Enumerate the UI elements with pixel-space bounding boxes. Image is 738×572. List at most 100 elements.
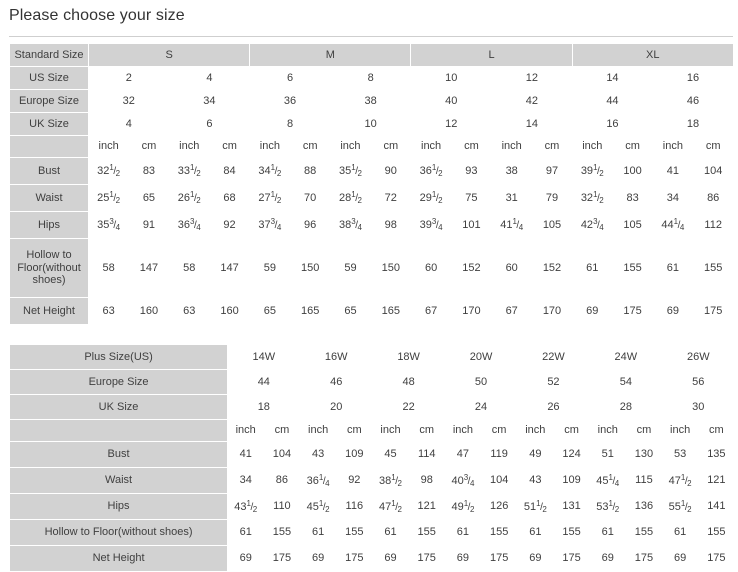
hips-cm: 116 [335, 493, 373, 520]
net-height-inch: 69 [371, 545, 410, 572]
hollow-to-floor-without-shoes-cm: 147 [208, 238, 251, 298]
waist-inch: 361/4 [299, 467, 337, 494]
plus-size-14w: 14W [227, 344, 301, 370]
row-label-uk-size: UK Size [9, 112, 89, 136]
uk-size-value: 6 [168, 112, 251, 136]
hips-inch: 353/4 [87, 211, 130, 239]
table-row: Standard Size S M L XL [9, 43, 734, 67]
net-height-inch: 67 [491, 297, 533, 325]
waist-inch: 291/2 [410, 184, 452, 212]
row-label-hollow-to-floor-without-shoes: Hollow to Floor(without shoes) [9, 238, 89, 298]
unit-header-cm: cm [531, 135, 573, 158]
uk-size-value: 30 [661, 394, 736, 420]
bust-cm: 93 [450, 157, 493, 185]
us-size-value: 16 [652, 66, 734, 90]
hollow-to-floor-without-shoes-inch: 58 [168, 238, 210, 298]
hips-cm: 136 [625, 493, 663, 520]
hollow-to-floor-without-shoes-cm: 147 [128, 238, 170, 298]
hips-cm: 92 [208, 211, 251, 239]
net-height-cm: 165 [370, 297, 412, 325]
waist-cm: 86 [263, 467, 301, 494]
bust-cm: 97 [531, 157, 573, 185]
hips-inch: 383/4 [329, 211, 372, 239]
hollow-to-floor-without-shoes-cm: 155 [692, 238, 734, 298]
plus-size-20w: 20W [444, 344, 518, 370]
uk-size-value: 12 [410, 112, 493, 136]
europe-size-value: 42 [491, 89, 573, 113]
net-height-inch: 69 [299, 545, 337, 572]
unit-header-inch: inch [661, 419, 699, 442]
plus-size-table-container: Plus Size(US) 14W 16W 18W 20W 22W 24W 26W Europe… [8, 344, 736, 572]
waist-cm: 121 [697, 467, 736, 494]
net-height-inch: 69 [571, 297, 613, 325]
unit-header-inch: inch [491, 135, 533, 158]
waist-inch: 403/4 [444, 467, 482, 494]
uk-size-value: 18 [652, 112, 734, 136]
waist-inch: 261/2 [168, 184, 210, 212]
hips-cm: 98 [370, 211, 412, 239]
unit-header-cm: cm [552, 419, 591, 442]
hips-cm: 131 [552, 493, 591, 520]
hollow-to-floor-without-shoes-inch: 61 [589, 519, 627, 546]
waist-cm: 98 [408, 467, 446, 494]
net-height-inch: 63 [168, 297, 210, 325]
row-label-hips: Hips [9, 211, 89, 239]
waist-inch: 251/2 [87, 184, 130, 212]
europe-size-value: 46 [299, 369, 373, 395]
unit-header-inch: inch [299, 419, 337, 442]
row-label-units-blank [9, 135, 89, 158]
bust-cm: 119 [480, 441, 518, 468]
europe-size-value: 54 [589, 369, 663, 395]
row-label-units-blank [8, 419, 229, 442]
us-size-value: 6 [249, 66, 331, 90]
net-height-cm: 175 [625, 545, 663, 572]
table-row: Europe Size 32 34 36 38 40 42 44 46 [9, 89, 734, 113]
bust-inch: 43 [299, 441, 337, 468]
us-size-value: 8 [329, 66, 412, 90]
row-label-hollow-to-floor-without-shoes: Hollow to Floor(without shoes) [8, 519, 229, 546]
waist-cm: 68 [208, 184, 251, 212]
row-label-net-height: Net Height [8, 545, 229, 572]
net-height-cm: 165 [289, 297, 331, 325]
net-height-cm: 170 [531, 297, 573, 325]
europe-size-value: 34 [168, 89, 251, 113]
unit-header-inch: inch [87, 135, 130, 158]
hollow-to-floor-without-shoes-inch: 61 [227, 519, 265, 546]
bust-inch: 53 [661, 441, 699, 468]
unit-header-cm: cm [450, 135, 493, 158]
bust-cm: 83 [128, 157, 170, 185]
unit-header-cm: cm [208, 135, 251, 158]
hollow-to-floor-without-shoes-inch: 58 [87, 238, 130, 298]
waist-inch: 321/2 [571, 184, 613, 212]
row-label-waist: Waist [8, 467, 229, 494]
net-height-cm: 175 [611, 297, 654, 325]
net-height-cm: 175 [335, 545, 373, 572]
europe-size-value: 50 [444, 369, 518, 395]
table-row: inch cm inch cm inch cm inch cm inch cm inch cm inch… [8, 419, 736, 442]
uk-size-value: 26 [516, 394, 591, 420]
waist-inch: 381/2 [371, 467, 410, 494]
bust-inch: 41 [652, 157, 694, 185]
plus-size-18w: 18W [371, 344, 446, 370]
size-group-l: L [410, 43, 573, 67]
table-row: UK Size 4 6 8 10 12 14 16 18 [9, 112, 734, 136]
waist-inch: 281/2 [329, 184, 372, 212]
unit-header-inch: inch [589, 419, 627, 442]
waist-inch: 451/4 [589, 467, 627, 494]
bust-inch: 45 [371, 441, 410, 468]
bust-cm: 90 [370, 157, 412, 185]
unit-header-inch: inch [168, 135, 210, 158]
net-height-cm: 160 [128, 297, 170, 325]
hollow-to-floor-without-shoes-cm: 150 [289, 238, 331, 298]
hollow-to-floor-without-shoes-inch: 59 [249, 238, 291, 298]
hips-cm: 101 [450, 211, 493, 239]
uk-size-value: 14 [491, 112, 573, 136]
hollow-to-floor-without-shoes-inch: 61 [299, 519, 337, 546]
uk-size-value: 4 [88, 112, 170, 136]
hips-inch: 551/2 [661, 493, 699, 520]
hips-inch: 431/2 [227, 493, 265, 520]
waist-cm: 86 [692, 184, 734, 212]
hollow-to-floor-without-shoes-cm: 150 [370, 238, 412, 298]
unit-header-cm: cm [263, 419, 301, 442]
table-row: Bust 321/2 83 331/2 84 341/2 88 351/2 90 361/2 93 3… [9, 157, 734, 185]
